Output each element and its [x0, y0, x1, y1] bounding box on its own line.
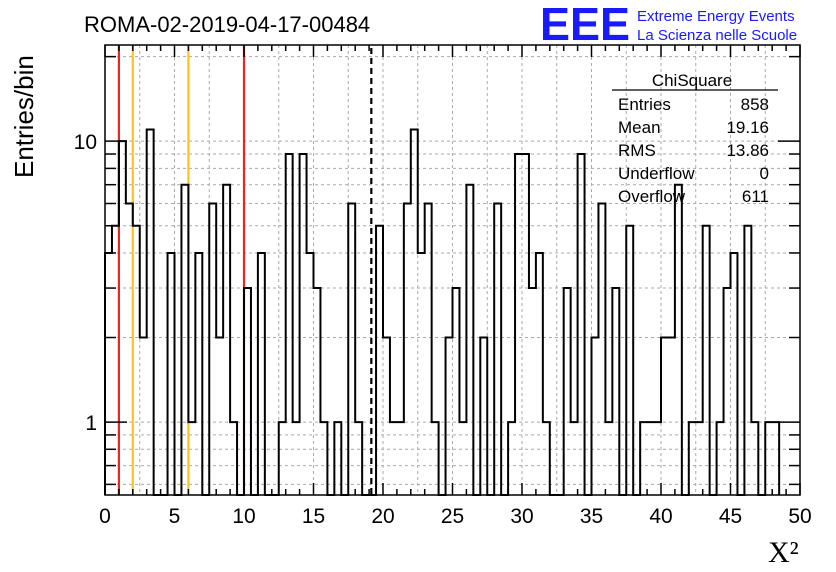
x-tick-label: 0: [99, 505, 111, 528]
y-tick-label: 10: [74, 131, 97, 154]
y-tick-label: 1: [85, 412, 97, 435]
stats-row-value: 0: [760, 164, 769, 183]
x-tick-label: 45: [719, 505, 742, 528]
y-axis-ticks: 1 10: [74, 55, 800, 486]
x-tick-label: 30: [510, 505, 533, 528]
stats-row-value: 19.16: [726, 118, 769, 137]
stats-row-value: 611: [742, 187, 769, 206]
x-tick-label: 50: [788, 505, 811, 528]
x-tick-label: 10: [232, 505, 255, 528]
x-axis-ticks: 0 5 10 15 20 25 30 35 40 45 50: [99, 45, 812, 528]
stats-row-value: 13.86: [726, 141, 769, 160]
stats-box: ChiSquare Entries 858 Mean 19.16 RMS 13.86 Und…: [612, 71, 778, 206]
stats-row-label: Overflow: [618, 187, 686, 206]
stats-box-title: ChiSquare: [652, 71, 732, 90]
stats-row-label: RMS: [618, 141, 656, 160]
x-tick-label: 15: [302, 505, 325, 528]
logo-subtitle-1: Extreme Energy Events: [637, 8, 795, 25]
histogram-series: [104, 128, 781, 496]
stats-row-label: Entries: [618, 95, 671, 114]
stats-row-value: 858: [741, 95, 769, 114]
stats-row-label: Mean: [618, 118, 661, 137]
x-axis-label: X²: [768, 536, 799, 569]
eee-logo: EEE: [540, 0, 630, 50]
x-tick-label: 20: [371, 505, 394, 528]
x-tick-label: 40: [649, 505, 672, 528]
x-tick-label: 35: [580, 505, 603, 528]
logo-subtitle-2: La Scienza nelle Scuole: [637, 27, 797, 44]
stats-row-label: Underflow: [618, 164, 695, 183]
x-tick-label: 5: [169, 505, 181, 528]
x-tick-label: 25: [441, 505, 464, 528]
y-axis-label: Entries/bin: [9, 55, 39, 178]
stats-rows: Entries 858 Mean 19.16 RMS 13.86 Underflow 0 Ove…: [618, 95, 769, 206]
chart-title: ROMA-02-2019-04-17-00484: [84, 12, 370, 37]
